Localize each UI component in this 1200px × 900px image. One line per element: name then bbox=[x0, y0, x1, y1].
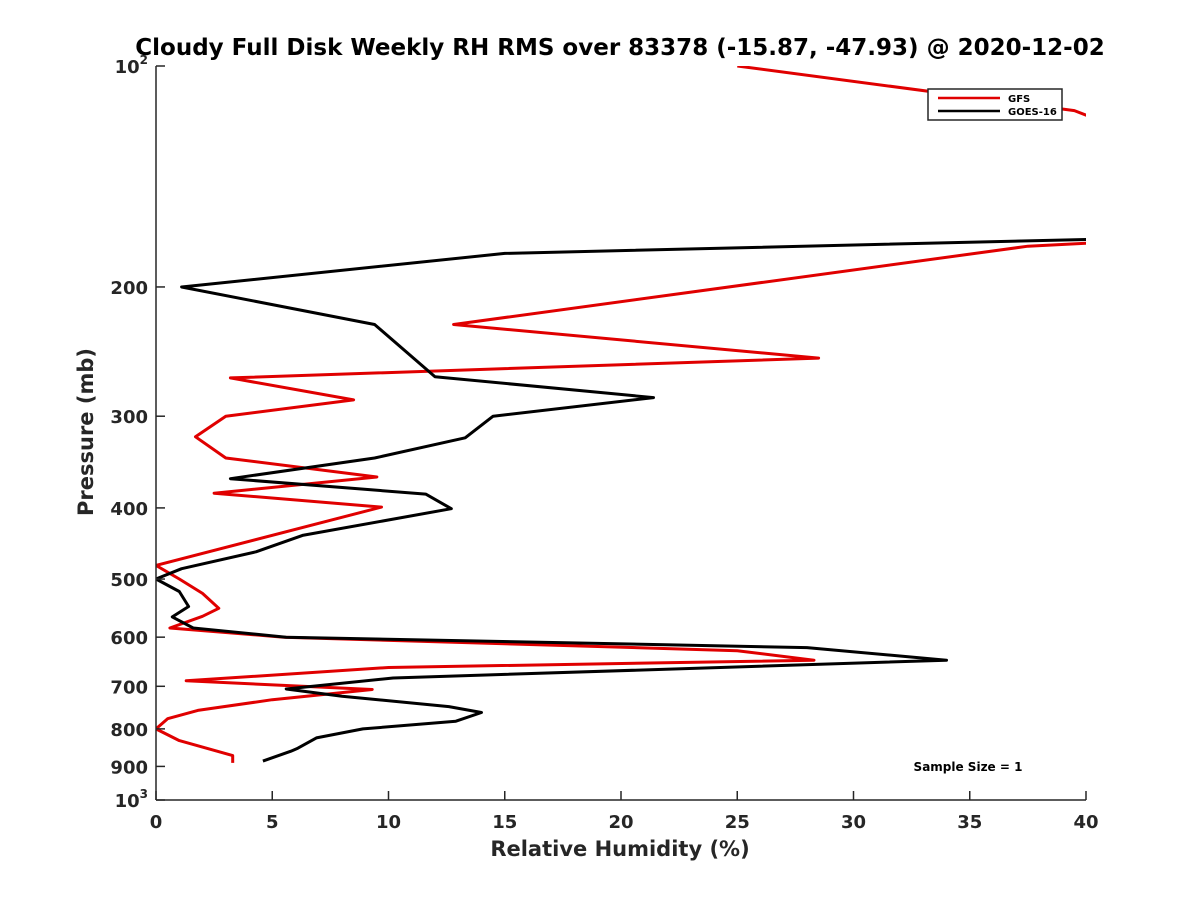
x-tick-label: 30 bbox=[841, 812, 866, 833]
y-tick-label: 103 bbox=[115, 787, 148, 812]
series-layer bbox=[156, 66, 1086, 763]
y-tick-label: 700 bbox=[110, 677, 148, 698]
x-tick-label: 0 bbox=[150, 812, 163, 833]
x-tick-label: 40 bbox=[1073, 812, 1098, 833]
x-tick-label: 35 bbox=[957, 812, 982, 833]
legend: GFS GOES-16 bbox=[927, 88, 1063, 121]
x-tick-label: 5 bbox=[266, 812, 279, 833]
y-tick-label: 102 bbox=[115, 53, 148, 78]
axes-layer: 0 5 10 15 20 25 30 35 40 102 200 300 400 500 600 700 800… bbox=[110, 53, 1098, 833]
series-line-goes-16 bbox=[156, 237, 1086, 763]
legend-label: GFS bbox=[1008, 94, 1030, 105]
x-tick-label: 15 bbox=[492, 812, 517, 833]
y-tick-label: 800 bbox=[110, 720, 148, 741]
x-tick-label: 20 bbox=[608, 812, 633, 833]
sample-size-annotation: Sample Size = 1 bbox=[914, 760, 1023, 774]
x-tick-label: 10 bbox=[376, 812, 401, 833]
chart-title: Cloudy Full Disk Weekly RH RMS over 8337… bbox=[135, 35, 1104, 61]
x-axis-label: Relative Humidity (%) bbox=[490, 837, 749, 861]
legend-label: GOES-16 bbox=[1008, 107, 1057, 118]
legend-box bbox=[927, 88, 1063, 121]
y-tick-label: 400 bbox=[110, 499, 148, 520]
series-line-gfs bbox=[156, 66, 1086, 763]
y-tick-label: 900 bbox=[110, 757, 148, 778]
y-tick-label: 200 bbox=[110, 278, 148, 299]
y-tick-label: 600 bbox=[110, 628, 148, 649]
y-axis-label: Pressure (mb) bbox=[74, 348, 98, 516]
y-tick-label: 500 bbox=[110, 570, 148, 591]
y-tick-label: 300 bbox=[110, 407, 148, 428]
x-tick-label: 25 bbox=[725, 812, 750, 833]
